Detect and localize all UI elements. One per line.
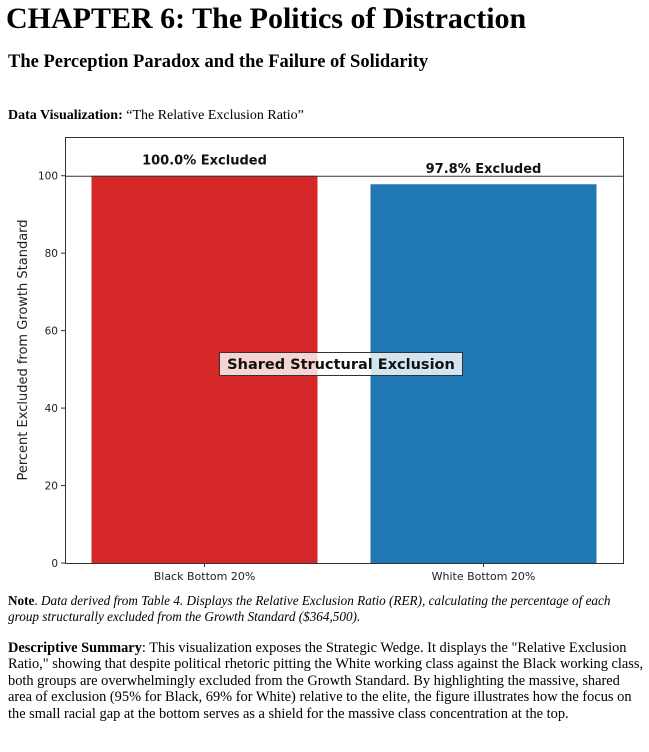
figure-caption-label: Data Visualization: <box>8 108 123 123</box>
x-tick-label: Black Bottom 20% <box>154 570 256 583</box>
note-label: Note <box>8 593 35 608</box>
plot-frame <box>65 137 624 564</box>
summary-text: : This visualization exposes the Strateg… <box>8 640 644 722</box>
figure-caption: Data Visualization: “The Relative Exclus… <box>8 108 304 124</box>
x-tick-label: White Bottom 20% <box>432 570 536 583</box>
figure-caption-title: “The Relative Exclusion Ratio” <box>122 108 304 123</box>
chapter-title: CHAPTER 6: The Politics of Distraction <box>6 2 527 35</box>
descriptive-summary: Descriptive Summary: This visualization … <box>8 640 644 722</box>
annotation-box: Shared Structural Exclusion <box>219 352 463 376</box>
y-tick-label: 0 <box>51 558 58 570</box>
bar-chart: 0 20 40 60 80 100 Black Bottom 20% White Botto… <box>16 137 624 583</box>
summary-label: Descriptive Summary <box>8 640 142 656</box>
y-tick-label: 40 <box>45 403 58 415</box>
y-tick-label: 80 <box>45 248 58 260</box>
data-label: 100.0% Excluded <box>142 154 267 169</box>
section-subtitle: The Perception Paradox and the Failure o… <box>8 52 429 72</box>
data-label: 97.8% Excluded <box>426 162 542 177</box>
note-text: Data derived from Table 4. Displays the … <box>8 593 611 624</box>
y-tick-label: 60 <box>45 326 58 338</box>
y-tick-label: 100 <box>38 171 58 183</box>
figure-note: Note. Data derived from Table 4. Display… <box>8 593 611 624</box>
annotation-text: Shared Structural Exclusion <box>227 357 455 373</box>
y-axis-label: Percent Excluded from Growth Standard <box>16 219 31 480</box>
y-tick-label: 20 <box>45 481 58 493</box>
